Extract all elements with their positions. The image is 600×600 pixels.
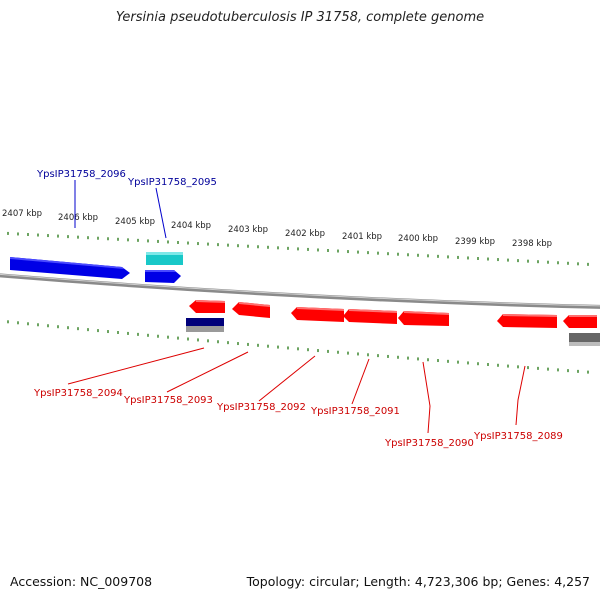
scale-tick-label: 2404 kbp [171, 221, 211, 231]
gene-2093[interactable] [232, 302, 270, 318]
minus-gene-labels: YpsIP31758_2094 YpsIP31758_2093 YpsIP317… [33, 388, 563, 449]
map-title: Yersinia pseudotuberculosis IP 31758, co… [115, 10, 485, 25]
genome-backbone-highlight [0, 273, 600, 307]
upper-scale-ticks [7, 231, 589, 266]
scale-tick-labels: 2407 kbp 2406 kbp 2405 kbp 2404 kbp 2403 kbp… [2, 209, 552, 249]
gene-label-2092[interactable]: YpsIP31758_2092 [216, 402, 306, 413]
scale-tick-label: 2398 kbp [512, 239, 552, 249]
gene-2089[interactable] [497, 314, 557, 328]
scale-tick-label: 2402 kbp [285, 229, 325, 239]
scale-tick-label: 2399 kbp [455, 237, 495, 247]
scale-tick-label: 2407 kbp [2, 209, 42, 219]
gene-next-minus[interactable] [563, 315, 597, 328]
scale-tick-label: 2403 kbp [228, 225, 268, 235]
gene-label-2095[interactable]: YpsIP31758_2095 [127, 177, 217, 188]
gene-2095-upper[interactable] [146, 252, 183, 265]
gene-2092[interactable] [291, 307, 344, 322]
scale-tick-label: 2400 kbp [398, 234, 438, 244]
gene-2091[interactable] [343, 309, 397, 324]
genome-summary-text: Topology: circular; Length: 4,723,306 bp… [246, 574, 590, 589]
genome-backbone [0, 273, 600, 309]
gene-2094[interactable] [189, 300, 225, 313]
gene-2090[interactable] [398, 311, 449, 326]
gene-2096[interactable] [10, 257, 130, 279]
gene-label-2089[interactable]: YpsIP31758_2089 [473, 431, 563, 442]
plus-leader-lines [74, 180, 167, 239]
gene-label-2090[interactable]: YpsIP31758_2090 [384, 438, 474, 449]
gene-label-2096[interactable]: YpsIP31758_2096 [36, 169, 126, 180]
scale-tick-label: 2401 kbp [342, 232, 382, 242]
gene-label-2094[interactable]: YpsIP31758_2094 [33, 388, 123, 399]
scale-tick-label: 2406 kbp [58, 213, 98, 223]
gene-2094-dark[interactable] [186, 318, 224, 332]
scale-tick-label: 2405 kbp [115, 217, 155, 227]
plus-gene-labels: YpsIP31758_2096 YpsIP31758_2095 [36, 169, 217, 188]
gene-label-2091[interactable]: YpsIP31758_2091 [310, 406, 400, 417]
gene-2095-lower[interactable] [145, 270, 181, 283]
gene-gray[interactable] [569, 333, 600, 346]
minus-leader-lines [67, 347, 526, 434]
gene-label-2093[interactable]: YpsIP31758_2093 [123, 395, 213, 406]
accession-text: Accession: NC_009708 [10, 574, 153, 589]
lower-scale-ticks [7, 320, 589, 374]
